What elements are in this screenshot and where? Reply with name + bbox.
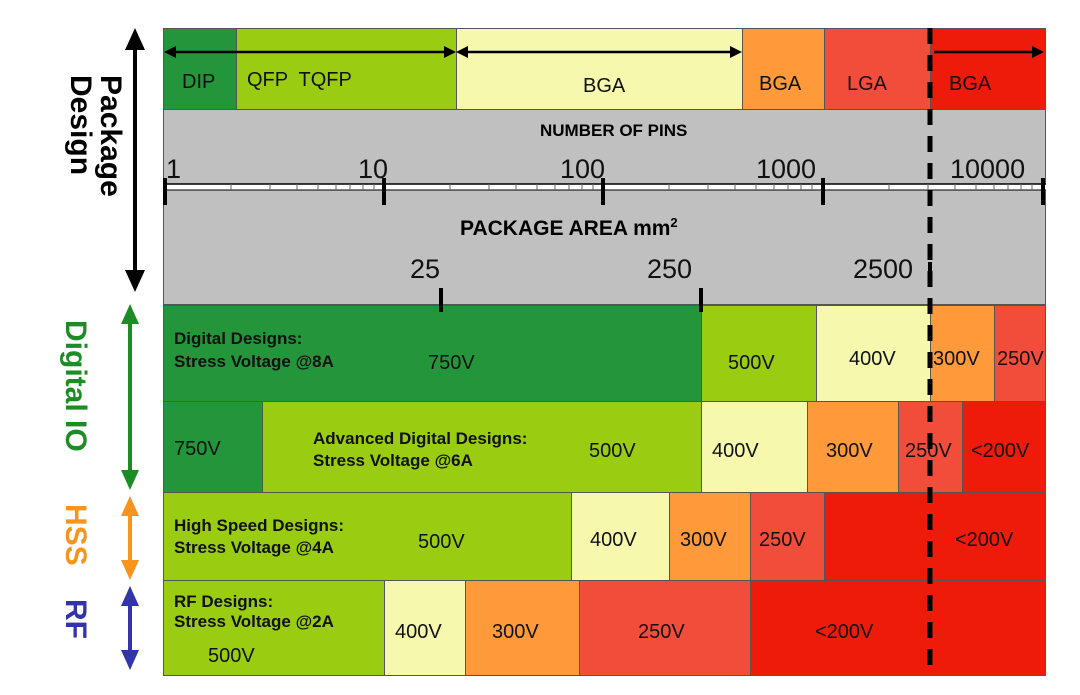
area-tick-250: 250	[647, 254, 693, 284]
digital-750-label: 750V	[428, 352, 475, 374]
hss-arrow	[121, 496, 139, 580]
advanced-400-cell: 400V	[701, 401, 808, 493]
bga-cell-3: BGA	[930, 28, 1046, 110]
pins-tick-100: 100	[560, 154, 606, 184]
pins-axis-title: NUMBER OF PINS	[540, 121, 688, 140]
advanced-title: Advanced Digital Designs:	[313, 429, 528, 448]
rf-400-label: 400V	[395, 621, 442, 643]
digital-io-arrow	[121, 304, 139, 490]
advanced-250-label: 250V	[905, 440, 952, 462]
digital-250-cell: 250V	[994, 305, 1046, 402]
digital-400-label: 400V	[849, 348, 896, 370]
hss-300-label: 300V	[680, 529, 727, 551]
bga-cell-2: BGA	[742, 28, 825, 110]
pins-tick-1000: 1000	[756, 154, 817, 184]
advanced-lt200-cell: <200V	[962, 401, 1046, 493]
rf-500-label: 500V	[208, 645, 255, 667]
digital-500-label: 500V	[728, 352, 775, 374]
dip-label: DIP	[182, 71, 216, 93]
hss-title: High Speed Designs:	[174, 516, 345, 535]
digital-subtitle: Stress Voltage @8A	[174, 352, 334, 371]
advanced-500-cell: Advanced Digital Designs: Stress Voltage…	[262, 401, 702, 493]
bga-label-3: BGA	[949, 73, 992, 95]
pins-tick-1: 1	[166, 154, 182, 184]
area-axis-ticks	[439, 262, 932, 312]
qfp-tqfp-label: QFP TQFP	[247, 69, 352, 91]
rf-300-cell: 300V	[465, 580, 580, 676]
rf-400-cell: 400V	[384, 580, 466, 676]
package-range-arrows	[164, 46, 1044, 58]
digital-title: Digital Designs:	[174, 329, 303, 348]
bga-label-2: BGA	[759, 73, 802, 95]
hss-lt200-label: <200V	[955, 529, 1014, 551]
rf-title: RF Designs:	[174, 592, 274, 611]
digital-300-cell: 300V	[930, 305, 995, 402]
rf-lt200-cell: <200V	[750, 580, 1046, 676]
rf-lt200-label: <200V	[815, 621, 874, 643]
area-axis-title-text: PACKAGE AREA mm	[460, 217, 671, 240]
hss-lt200-cell: <200V	[824, 492, 1046, 581]
pins-axis	[163, 178, 1046, 205]
area-tick-25: 25	[410, 254, 441, 284]
hss-500-label: 500V	[418, 531, 465, 553]
advanced-400-label: 400V	[712, 440, 759, 462]
digital-250-label: 250V	[997, 348, 1044, 370]
hss-250-label: 250V	[759, 529, 806, 551]
hss-500-cell: High Speed Designs: Stress Voltage @4A 5…	[163, 492, 572, 581]
bga-label-1: BGA	[583, 75, 626, 97]
area-axis-title-sup: 2	[670, 215, 678, 230]
digital-300-label: 300V	[933, 348, 980, 370]
hss-250-cell: 250V	[750, 492, 825, 581]
pins-tick-10000: 10000	[950, 154, 1026, 184]
area-axis-title: PACKAGE AREA mm2	[460, 215, 678, 241]
rf-300-label: 300V	[492, 621, 539, 643]
advanced-subtitle: Stress Voltage @6A	[313, 451, 473, 470]
hss-400-label: 400V	[590, 529, 637, 551]
package-design-arrow	[125, 28, 145, 292]
rf-arrow	[121, 586, 139, 670]
digital-500-cell: 500V	[701, 305, 817, 402]
advanced-lt200-label: <200V	[971, 440, 1030, 462]
advanced-750-label: 750V	[174, 438, 221, 460]
dip-cell: DIP	[163, 28, 237, 110]
advanced-750-cell: 750V	[163, 401, 263, 493]
axes-panel	[163, 109, 1046, 305]
advanced-500-label: 500V	[589, 440, 636, 462]
hss-400-cell: 400V	[571, 492, 670, 581]
hss-300-cell: 300V	[669, 492, 751, 581]
area-tick-2500: 2500	[853, 254, 914, 284]
advanced-300-label: 300V	[826, 440, 873, 462]
rf-subtitle: Stress Voltage @2A	[174, 612, 334, 631]
rf-250-label: 250V	[638, 621, 685, 643]
lga-cell: LGA	[824, 28, 931, 110]
rf-250-cell: 250V	[579, 580, 751, 676]
qfp-cell: QFP TQFP	[236, 28, 457, 110]
hss-subtitle: Stress Voltage @4A	[174, 538, 334, 557]
digital-750-cell: Digital Designs: Stress Voltage @8A 750V	[163, 305, 702, 402]
lga-label: LGA	[847, 73, 888, 95]
advanced-300-cell: 300V	[807, 401, 899, 493]
